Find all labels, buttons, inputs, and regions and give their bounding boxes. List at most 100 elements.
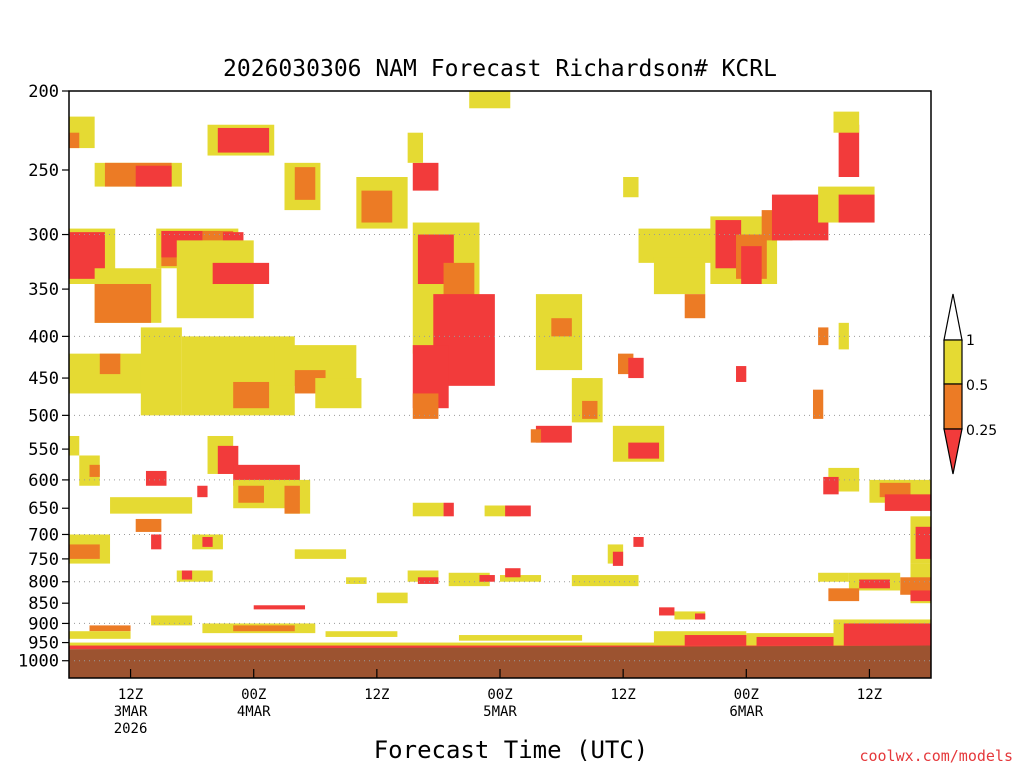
ri-cell	[417, 577, 439, 584]
ri-cell	[69, 544, 100, 559]
ri-cell	[135, 165, 172, 187]
ri-cell	[412, 393, 439, 419]
y-tick-label: 200	[28, 82, 59, 102]
ri-cell	[684, 635, 757, 646]
ri-cell	[346, 577, 367, 584]
ri-cell	[828, 588, 860, 602]
ri-cell	[284, 485, 300, 514]
ri-cell	[633, 536, 644, 547]
ri-cell	[412, 502, 444, 517]
ri-cell	[838, 322, 849, 350]
ri-cell	[479, 575, 495, 582]
ri-cell	[674, 611, 706, 620]
ri-cell	[89, 625, 131, 632]
ri-cell	[197, 485, 208, 498]
ri-cell	[571, 575, 639, 587]
ri-cell	[535, 425, 572, 443]
ri-cell	[823, 476, 839, 495]
y-tick-label: 900	[28, 614, 59, 634]
x-tick-label: 5MAR	[483, 704, 517, 720]
legend-label: 1	[966, 333, 975, 349]
x-tick-label: 6MAR	[729, 704, 763, 720]
ri-cell	[376, 592, 408, 604]
ri-cell	[818, 572, 849, 582]
y-tick-label: 850	[28, 594, 59, 614]
ri-cell	[202, 536, 213, 547]
y-tick-label: 300	[28, 226, 59, 246]
ri-cell	[89, 464, 100, 477]
ri-cell	[469, 91, 511, 109]
ri-cell	[315, 378, 362, 409]
legend-label: 0.5	[966, 378, 988, 394]
ri-cell	[361, 190, 393, 223]
x-tick-label: 12Z	[857, 687, 882, 703]
ri-cell	[833, 111, 860, 133]
y-tick-label: 750	[28, 550, 59, 570]
ri-cell	[838, 194, 875, 223]
ri-cell	[253, 605, 306, 610]
ri-cell	[233, 381, 270, 409]
ri-cell	[140, 327, 182, 416]
ri-cell	[294, 167, 316, 200]
ri-cell	[623, 177, 639, 198]
ri-cell	[628, 357, 644, 379]
ri-cell	[407, 132, 424, 163]
ri-cell	[151, 615, 193, 626]
chart-title: 2026030306 NAM Forecast Richardson# KCRL	[223, 56, 777, 82]
ri-cell	[551, 318, 572, 337]
ri-cell	[458, 635, 583, 641]
ri-cell	[582, 400, 598, 419]
ri-cell	[653, 257, 706, 295]
ri-cell	[694, 613, 706, 620]
ri-cell	[212, 262, 270, 285]
x-tick-label: 12Z	[118, 687, 143, 703]
x-tick-label: 12Z	[610, 687, 635, 703]
legend-swatch-0.25-0.5	[943, 383, 963, 430]
ri-cell	[628, 442, 660, 459]
x-tick-label: 00Z	[734, 687, 759, 703]
ri-cell	[217, 127, 270, 153]
y-tick-label: 350	[28, 280, 59, 300]
ri-cell	[176, 570, 213, 582]
ri-cell	[530, 429, 542, 443]
ri-cell	[69, 631, 131, 639]
ri-cell	[812, 389, 824, 419]
ground-surface	[69, 645, 931, 678]
ri-cell	[884, 494, 931, 511]
legend-swatch-below-0.25	[943, 428, 963, 475]
y-tick-label: 650	[28, 499, 59, 519]
colorbar-legend: 1 0.5 0.25	[943, 293, 997, 475]
y-tick-label: 800	[28, 573, 59, 593]
plot-frame	[68, 90, 932, 679]
ri-cell	[838, 124, 860, 178]
y-tick-label: 250	[28, 161, 59, 181]
ri-cell	[294, 549, 347, 559]
ri-cell	[818, 327, 829, 346]
heatmap-cells	[69, 91, 931, 678]
ri-cell	[233, 625, 295, 632]
y-tick-label: 950	[28, 634, 59, 654]
ri-cell	[69, 132, 80, 149]
ri-cell	[612, 551, 624, 566]
ri-cell	[69, 435, 80, 456]
legend-swatch-above-1	[943, 293, 963, 341]
ri-cell	[407, 570, 439, 582]
ri-cell	[110, 497, 193, 514]
y-tick-label: 1000	[18, 652, 59, 672]
ri-cell	[484, 505, 521, 517]
ri-cell	[910, 590, 931, 602]
legend-swatch-0.5-1	[943, 339, 963, 385]
ri-cell	[69, 645, 931, 650]
ri-cell	[736, 366, 747, 382]
x-tick-label: 00Z	[241, 687, 266, 703]
ri-cell	[915, 526, 931, 559]
legend-label: 0.25	[966, 423, 997, 439]
ri-cell	[151, 534, 162, 550]
ri-cell	[238, 485, 264, 503]
y-tick-label: 550	[28, 440, 59, 460]
ri-cell	[412, 162, 439, 191]
credit-text: coolwx.com/models	[859, 747, 1013, 765]
y-tick-label: 400	[28, 327, 59, 347]
ri-cell	[181, 570, 193, 580]
